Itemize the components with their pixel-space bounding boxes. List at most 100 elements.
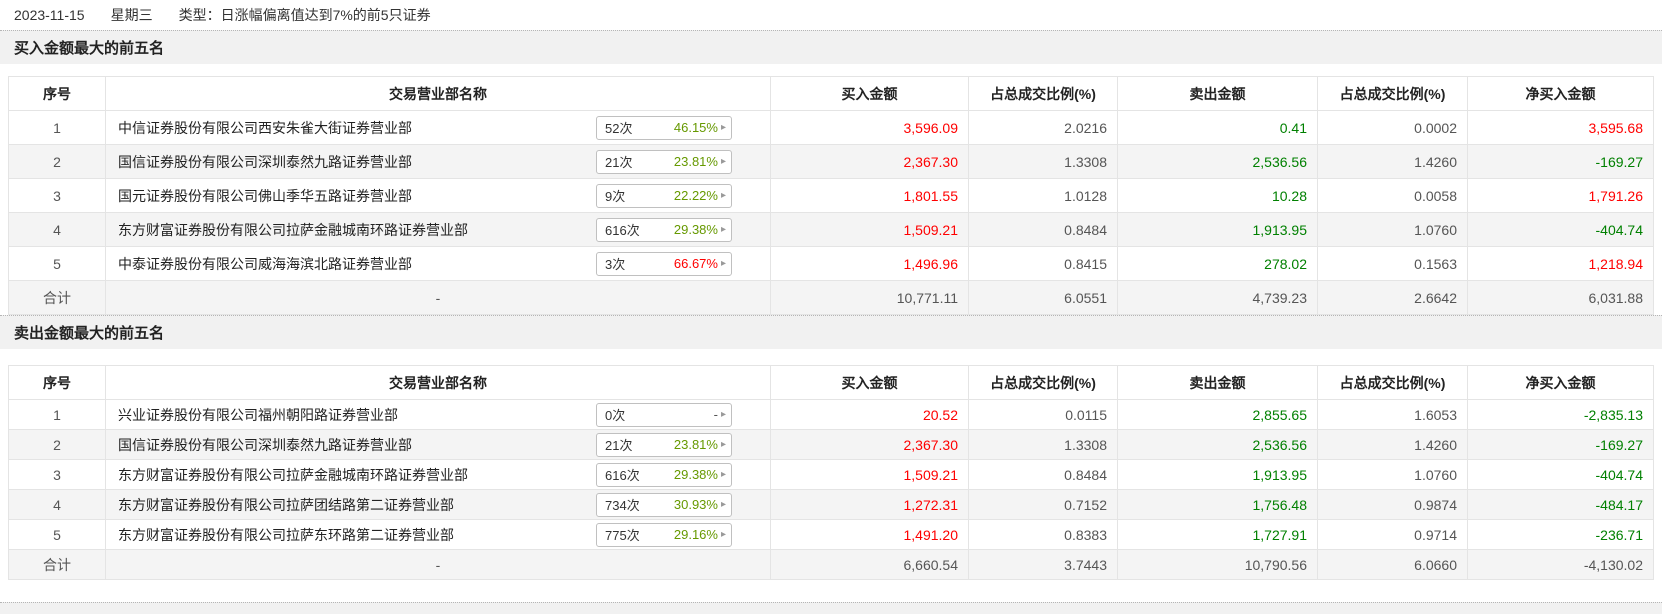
buy-ratio: 0.8415 — [968, 246, 1118, 281]
times-badge-button[interactable]: 21次 23.81% ▸ — [596, 149, 732, 174]
win-rate-percent: 29.38% — [673, 467, 718, 482]
rank-cell: 5 — [8, 519, 106, 550]
times-badge-button[interactable]: 9次 22.22% ▸ — [596, 183, 732, 208]
column-header: 占总成交比例(%) — [1317, 365, 1468, 400]
times-badge-button[interactable]: 3次 66.67% ▸ — [596, 251, 732, 276]
win-rate-percent: 23.81% — [673, 437, 718, 452]
total-net-buy-amount: 6,031.88 — [1467, 280, 1654, 315]
times-badge-button[interactable]: 734次 30.93% ▸ — [596, 492, 732, 517]
column-header: 交易营业部名称 — [105, 76, 771, 111]
times-badge-button[interactable]: 775次 29.16% ▸ — [596, 522, 732, 547]
times-badge-button[interactable]: 616次 29.38% ▸ — [596, 462, 732, 487]
appearance-count: 734次 — [605, 498, 640, 513]
total-label: 合计 — [8, 549, 106, 580]
branch-name: 东方财富证券股份有限公司拉萨金融城南环路证券营业部 — [118, 221, 468, 238]
detail-arrow-icon: ▸ — [720, 190, 726, 201]
column-header: 序号 — [8, 365, 106, 400]
column-header: 卖出金额 — [1117, 365, 1318, 400]
section-title: 卖出金额最大的前五名 — [14, 325, 165, 342]
total-buy-ratio: 6.0551 — [968, 280, 1118, 315]
buy-ratio: 0.8484 — [968, 459, 1118, 490]
total-sell-amount: 10,790.56 — [1117, 549, 1318, 580]
table-row: 5 东方财富证券股份有限公司拉萨东环路第二证券营业部 775次 29.16% ▸ 1,49… — [8, 519, 1654, 550]
win-rate-percent: 66.67% — [673, 256, 718, 271]
buy-ratio: 0.0115 — [968, 399, 1118, 430]
net-buy-amount: -2,835.13 — [1467, 399, 1654, 430]
buy-amount: 1,509.21 — [770, 459, 969, 490]
sell-ratio: 1.0760 — [1317, 212, 1468, 247]
buy-amount: 20.52 — [770, 399, 969, 430]
header-row: 序号 交易营业部名称 买入金额 占总成交比例(%) 卖出金额 占总成交比例(%) 净买入金额 — [8, 76, 1654, 111]
sell-ratio: 0.0058 — [1317, 178, 1468, 213]
total-buy-amount: 6,660.54 — [770, 549, 969, 580]
buy-ratio: 2.0216 — [968, 110, 1118, 145]
buy-amount: 1,509.21 — [770, 212, 969, 247]
times-badge-button[interactable]: 52次 46.15% ▸ — [596, 115, 732, 140]
sell-amount: 2,536.56 — [1117, 429, 1318, 460]
table-row: 5 中泰证券股份有限公司威海海滨北路证券营业部 3次 66.67% ▸ 1,496.96 0… — [8, 246, 1654, 281]
appearance-count: 0次 — [605, 408, 626, 423]
column-header: 卖出金额 — [1117, 76, 1318, 111]
times-badge-button[interactable]: 0次 - ▸ — [596, 402, 732, 427]
win-rate-percent: - — [713, 407, 718, 422]
net-buy-amount: -169.27 — [1467, 144, 1654, 179]
sell-amount: 10.28 — [1117, 178, 1318, 213]
rank-cell: 2 — [8, 144, 106, 179]
buy-amount: 1,496.96 — [770, 246, 969, 281]
table-row: 2 国信证券股份有限公司深圳泰然九路证券营业部 21次 23.81% ▸ 2,367.30… — [8, 144, 1654, 179]
table-row: 1 兴业证券股份有限公司福州朝阳路证券营业部 0次 - ▸ 20.52 0.0115 2,85… — [8, 399, 1654, 430]
net-buy-amount: -404.74 — [1467, 459, 1654, 490]
detail-arrow-icon: ▸ — [720, 499, 726, 510]
trade-date: 2023-11-15 — [14, 7, 85, 23]
total-label: 合计 — [8, 280, 106, 315]
sell-amount: 2,855.65 — [1117, 399, 1318, 430]
buy-ratio: 1.3308 — [968, 144, 1118, 179]
detail-arrow-icon: ▸ — [720, 409, 726, 420]
sell-ratio: 1.4260 — [1317, 144, 1468, 179]
times-badge-button[interactable]: 21次 23.81% ▸ — [596, 432, 732, 457]
times-badge-button[interactable]: 616次 29.38% ▸ — [596, 217, 732, 242]
appearance-count: 9次 — [605, 189, 626, 204]
branch-name-cell: 中泰证券股份有限公司威海海滨北路证券营业部 3次 66.67% ▸ — [105, 246, 771, 281]
column-header: 净买入金额 — [1467, 76, 1654, 111]
total-sell-amount: 4,739.23 — [1117, 280, 1318, 315]
header-row: 序号 交易营业部名称 买入金额 占总成交比例(%) 卖出金额 占总成交比例(%) 净买入金额 — [8, 365, 1654, 400]
buy-amount: 1,272.31 — [770, 489, 969, 520]
branch-name: 国元证券股份有限公司佛山季华五路证券营业部 — [118, 187, 412, 204]
total-sell-ratio: 2.6642 — [1317, 280, 1468, 315]
win-rate-percent: 46.15% — [673, 120, 718, 135]
total-name-placeholder: - — [105, 280, 771, 315]
appearance-count: 616次 — [605, 468, 640, 483]
table-row: 3 东方财富证券股份有限公司拉萨金融城南环路证券营业部 616次 29.38% ▸ 1,5… — [8, 459, 1654, 490]
table-row: 2 国信证券股份有限公司深圳泰然九路证券营业部 21次 23.81% ▸ 2,367.30… — [8, 429, 1654, 460]
table-row: 1 中信证券股份有限公司西安朱雀大街证券营业部 52次 46.15% ▸ 3,596.09… — [8, 110, 1654, 145]
detail-arrow-icon: ▸ — [720, 258, 726, 269]
branch-name: 东方财富证券股份有限公司拉萨团结路第二证券营业部 — [118, 496, 454, 513]
net-buy-amount: -484.17 — [1467, 489, 1654, 520]
appearance-count: 616次 — [605, 223, 640, 238]
detail-arrow-icon: ▸ — [720, 469, 726, 480]
column-header: 占总成交比例(%) — [1317, 76, 1468, 111]
column-header: 交易营业部名称 — [105, 365, 771, 400]
column-header: 买入金额 — [770, 76, 969, 111]
table-row: 4 东方财富证券股份有限公司拉萨金融城南环路证券营业部 616次 29.38% ▸ 1,5… — [8, 212, 1654, 247]
net-buy-amount: 1,218.94 — [1467, 246, 1654, 281]
total-sell-ratio: 6.0660 — [1317, 549, 1468, 580]
detail-arrow-icon: ▸ — [720, 529, 726, 540]
sell-amount: 1,913.95 — [1117, 459, 1318, 490]
rank-cell: 1 — [8, 110, 106, 145]
branch-name-cell: 中信证券股份有限公司西安朱雀大街证券营业部 52次 46.15% ▸ — [105, 110, 771, 145]
rank-cell: 4 — [8, 212, 106, 247]
net-buy-amount: 1,791.26 — [1467, 178, 1654, 213]
buy-amount: 1,801.55 — [770, 178, 969, 213]
win-rate-percent: 29.38% — [673, 222, 718, 237]
branch-name-cell: 国元证券股份有限公司佛山季华五路证券营业部 9次 22.22% ▸ — [105, 178, 771, 213]
rank-cell: 2 — [8, 429, 106, 460]
column-header: 净买入金额 — [1467, 365, 1654, 400]
sell-ratio: 0.0002 — [1317, 110, 1468, 145]
branch-name: 国信证券股份有限公司深圳泰然九路证券营业部 — [118, 436, 412, 453]
buy-ratio: 0.8484 — [968, 212, 1118, 247]
detail-arrow-icon: ▸ — [720, 156, 726, 167]
rank-cell: 1 — [8, 399, 106, 430]
